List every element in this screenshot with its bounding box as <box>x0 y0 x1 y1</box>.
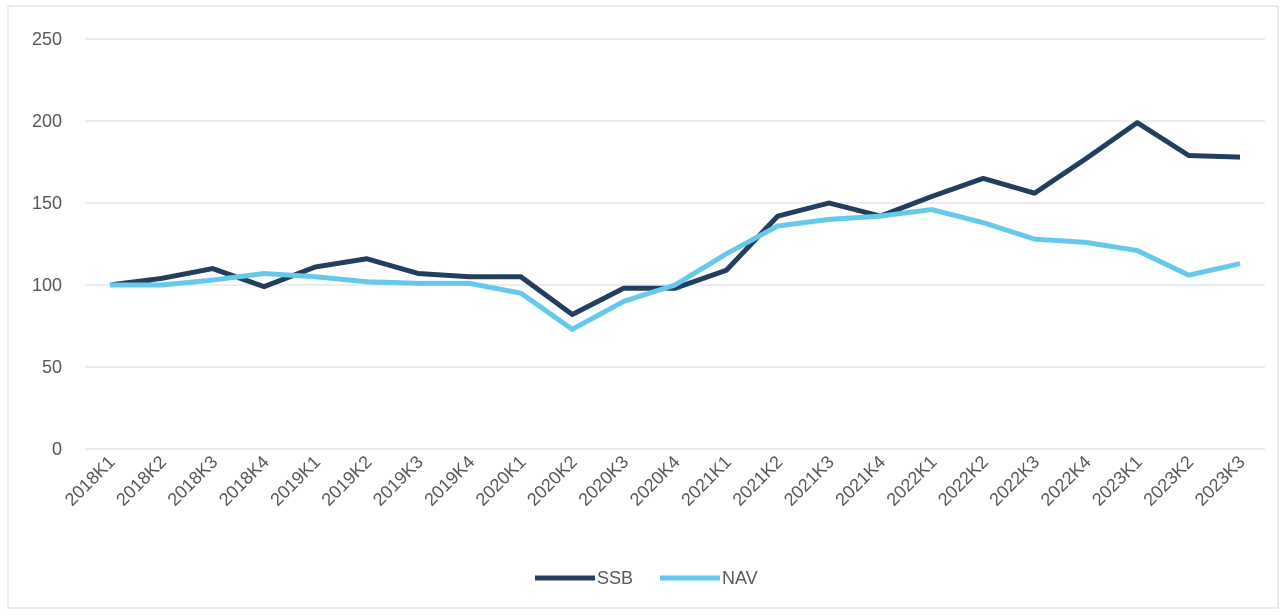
legend-label: NAV <box>722 568 758 588</box>
y-tick-label: 0 <box>52 439 62 459</box>
y-tick-label: 250 <box>32 29 62 49</box>
y-tick-label: 200 <box>32 111 62 131</box>
y-tick-label: 50 <box>42 357 62 377</box>
y-tick-label: 100 <box>32 275 62 295</box>
legend-label: SSB <box>597 568 633 588</box>
y-tick-label: 150 <box>32 193 62 213</box>
chart-frame <box>7 5 1279 609</box>
line-series <box>110 207 1241 332</box>
